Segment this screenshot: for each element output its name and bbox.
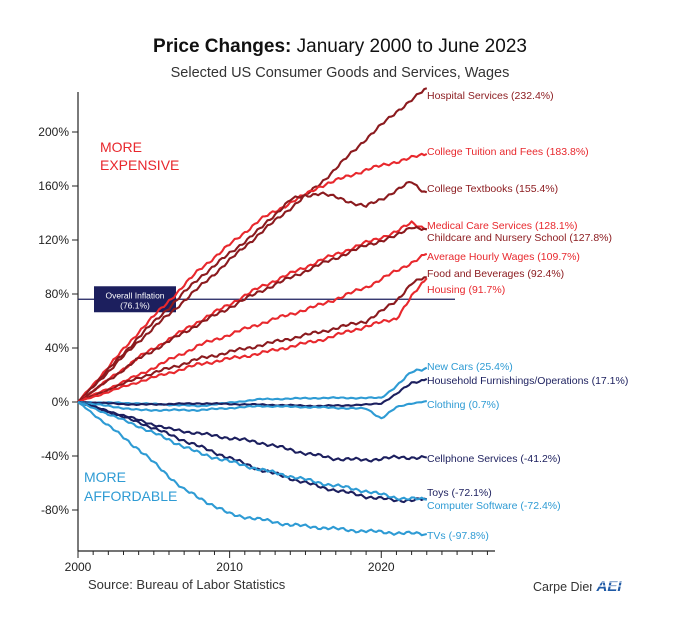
series-line — [77, 276, 427, 403]
series-label: New Cars (25.4%) — [427, 361, 513, 373]
series-line — [77, 225, 428, 403]
series-label: College Tuition and Fees (183.8%) — [427, 146, 589, 158]
chart-title-bold: Price Changes: — [153, 36, 292, 57]
series-line — [77, 180, 428, 403]
chart-subtitle: Selected US Consumer Goods and Services,… — [170, 65, 510, 81]
x-tick-label: 2020 — [368, 560, 395, 574]
series-label: Childcare and Nursery School (127.8%) — [427, 232, 612, 244]
x-tick-label: 2010 — [216, 560, 243, 574]
source-note: Source: Bureau of Labor Statistics — [88, 577, 286, 592]
series-label: College Textbooks (155.4%) — [427, 183, 558, 195]
series-line — [77, 401, 427, 502]
series-label: Housing (91.7%) — [427, 284, 505, 296]
y-tick-label: 160% — [38, 179, 69, 193]
series-line — [77, 252, 428, 403]
series-line — [77, 87, 428, 403]
more-affordable-label-2: AFFORDABLE — [84, 488, 177, 504]
series-label: TVs (-97.8%) — [427, 530, 489, 542]
y-tick-label: -80% — [41, 503, 69, 517]
overall-inflation-label-2: (76.1%) — [120, 300, 150, 310]
series-line — [77, 366, 428, 408]
series-line — [77, 152, 428, 403]
series-line — [77, 401, 428, 537]
series-label: Toys (-72.1%) — [427, 487, 492, 499]
overall-inflation-label-1: Overall Inflation — [105, 290, 164, 300]
more-affordable-label-1: MORE — [84, 469, 126, 485]
series-line — [77, 277, 428, 404]
y-tick-label: 0% — [52, 395, 70, 409]
series-label: Medical Care Services (128.1%) — [427, 220, 578, 232]
chart-title: Price Changes: January 2000 to June 2023 — [0, 36, 680, 58]
y-tick-label: -40% — [41, 449, 69, 463]
more-expensive-label-1: MORE — [100, 139, 142, 155]
x-tick-label: 2000 — [65, 560, 92, 574]
aei-logo-icon: AEI — [592, 578, 626, 594]
y-tick-label: 120% — [38, 233, 69, 247]
series-label: Clothing (0.7%) — [427, 399, 499, 411]
series-label: Hospital Services (232.4%) — [427, 90, 554, 102]
series-label: Household Furnishings/Operations (17.1%) — [427, 375, 628, 387]
series-label: Food and Beverages (92.4%) — [427, 268, 564, 280]
series-label: Cellphone Services (-41.2%) — [427, 453, 561, 465]
series-line — [77, 400, 428, 463]
series-label: Average Hourly Wages (109.7%) — [427, 251, 580, 263]
y-tick-label: 200% — [38, 125, 69, 139]
series-line — [77, 377, 428, 408]
series-label: Computer Software (-72.4%) — [427, 500, 561, 512]
series-line — [77, 400, 427, 420]
y-tick-label: 80% — [45, 287, 69, 301]
chart-title-rest: January 2000 to June 2023 — [296, 36, 527, 57]
y-tick-label: 40% — [45, 341, 69, 355]
brand-name: Carpe Diem — [533, 580, 600, 594]
more-expensive-label-2: EXPENSIVE — [100, 157, 179, 173]
